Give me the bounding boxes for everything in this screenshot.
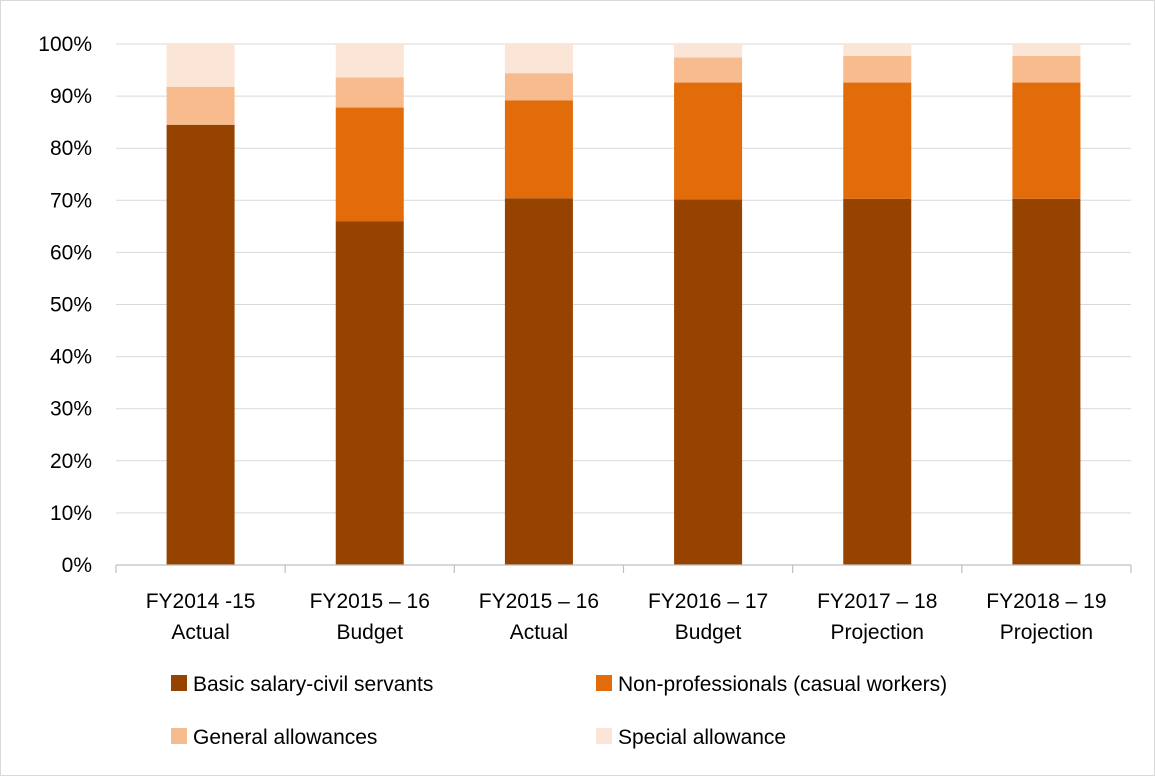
bar-segment xyxy=(504,100,573,199)
axes xyxy=(115,564,1132,573)
bar-segment xyxy=(335,107,404,222)
y-tick-label: 100% xyxy=(38,33,92,56)
bar-segment xyxy=(843,198,912,565)
bar-segment xyxy=(335,44,404,78)
bar-segment xyxy=(166,124,235,565)
x-tick-label: FY2017 – 18 Projection xyxy=(817,590,937,644)
bar-segment xyxy=(335,221,404,565)
bar-segment xyxy=(674,44,743,58)
y-tick-label: 90% xyxy=(50,85,92,108)
bar-segment xyxy=(843,44,912,56)
bar-segment xyxy=(674,57,743,83)
legend-label: Special allowance xyxy=(618,726,786,749)
legend-label: Basic salary-civil servants xyxy=(193,673,433,696)
legend-swatch xyxy=(171,675,187,691)
bar-segment xyxy=(335,77,404,108)
y-tick-label: 50% xyxy=(50,294,92,317)
x-tick-label: FY2015 – 16 Actual xyxy=(479,590,599,644)
x-tick-label: FY2018 – 19 Projection xyxy=(986,590,1106,644)
bars xyxy=(166,44,1081,565)
bar-segment xyxy=(504,73,573,101)
bar-segment xyxy=(843,82,912,199)
bar-segment xyxy=(1012,198,1081,565)
legend-swatch xyxy=(171,728,187,744)
y-tick-label: 40% xyxy=(50,346,92,369)
bar-segment xyxy=(674,199,743,565)
bar-segment xyxy=(1012,44,1081,56)
x-tick-label: FY2016 – 17 Budget xyxy=(648,590,768,644)
y-tick-label: 70% xyxy=(50,189,92,212)
legend-swatch xyxy=(596,728,612,744)
bar-segment xyxy=(504,44,573,74)
gridlines xyxy=(116,43,1131,514)
legend-label: General allowances xyxy=(193,726,377,749)
y-tick-label: 20% xyxy=(50,450,92,473)
legend-label: Non-professionals (casual workers) xyxy=(618,673,947,696)
bar-segment xyxy=(166,86,235,125)
x-tick-label: FY2014 -15 Actual xyxy=(146,590,256,644)
bar-segment xyxy=(166,44,235,87)
bar-segment xyxy=(674,82,743,200)
bar-segment xyxy=(504,198,573,565)
x-tick-label: FY2015 – 16 Budget xyxy=(310,590,430,644)
y-tick-label: 60% xyxy=(50,241,92,264)
x-tick-labels: FY2014 -15 Actual FY2015 – 16 Budget FY2015 … xyxy=(146,590,1107,644)
y-tick-labels: 0% 10% 20% 30% 40% 50% 60% 70% 80% 90% 100% xyxy=(38,33,92,577)
legend-swatch xyxy=(596,675,612,691)
y-tick-label: 30% xyxy=(50,398,92,421)
y-tick-label: 80% xyxy=(50,137,92,160)
bar-segment xyxy=(1012,82,1081,199)
bar-segment xyxy=(1012,55,1081,83)
bar-segment xyxy=(843,55,912,83)
legend: Basic salary-civil servants Non-professio… xyxy=(171,673,947,749)
y-tick-label: 10% xyxy=(50,502,92,525)
y-tick-label: 0% xyxy=(62,554,92,577)
